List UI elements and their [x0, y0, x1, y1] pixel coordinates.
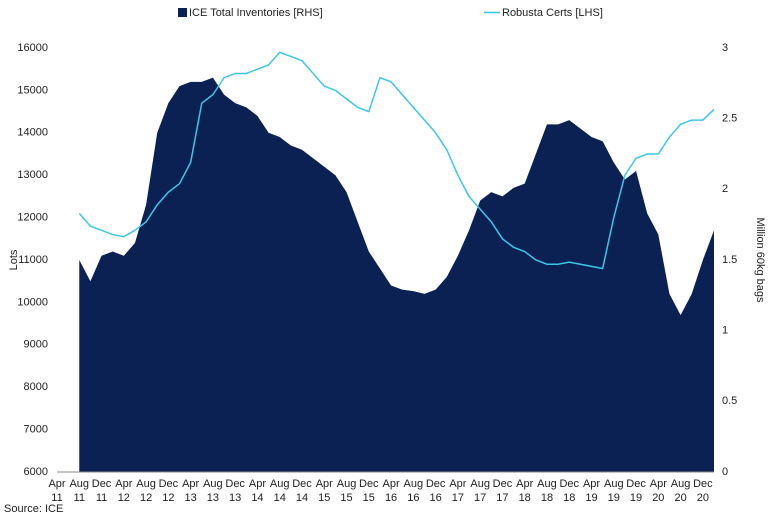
inventory-area: [79, 77, 715, 473]
x-tick-label: Aug 14: [270, 478, 290, 504]
y-tick-label: 16000: [17, 42, 48, 54]
y2-axis-label: Million 60kg bags: [754, 218, 766, 303]
x-tick-label: Aug 17: [470, 478, 490, 504]
x-tick-label: Dec 13: [225, 478, 245, 504]
x-tick-label: Aug 15: [337, 478, 357, 504]
y-tick-label: 10000: [17, 296, 48, 308]
y-tick-label: 8000: [24, 381, 48, 393]
x-tick-label: Aug 16: [404, 478, 424, 504]
legend-swatch: [178, 8, 187, 17]
x-tick-label: Apr 12: [115, 478, 132, 504]
y2-tick-label: 1.5: [722, 254, 737, 266]
x-tick-label: Apr 20: [650, 478, 667, 504]
x-tick-label: Apr 11: [48, 478, 65, 504]
y-axis-label: Lots: [8, 249, 20, 270]
y-tick-label: 12000: [17, 212, 48, 224]
y2-tick-label: 0: [722, 466, 728, 478]
y-tick-label: 14000: [17, 127, 48, 139]
y-tick-label: 9000: [24, 339, 48, 351]
x-tick-label: Apr 19: [583, 478, 600, 504]
y2-tick-label: 3: [722, 42, 728, 54]
certs-line: [78, 51, 715, 270]
x-tick-label: Dec 17: [493, 478, 513, 504]
y-tick-label: 7000: [24, 424, 48, 436]
legend-label: ICE Total Inventories [RHS]: [189, 7, 323, 19]
x-tick-label: Apr 14: [249, 478, 266, 504]
x-tick-label: Aug 13: [203, 478, 223, 504]
y2-tick-label: 0.5: [722, 395, 737, 407]
x-tick-label: Dec 16: [426, 478, 446, 504]
x-tick-label: Aug 19: [604, 478, 624, 504]
x-tick-label: Apr 15: [316, 478, 333, 504]
x-tick-label: Apr 17: [449, 478, 466, 504]
y-tick-label: 11000: [18, 254, 48, 266]
x-tick-label: Aug 12: [136, 478, 156, 504]
legend-label: Robusta Certs [LHS]: [502, 7, 603, 19]
x-tick-label: Aug 20: [671, 478, 691, 504]
x-tick-label: Dec 19: [626, 478, 646, 504]
x-tick-label: Dec 14: [292, 478, 312, 504]
y-tick-label: 15000: [17, 84, 48, 96]
x-tick-label: Aug 18: [537, 478, 557, 504]
y2-tick-label: 2: [722, 183, 728, 195]
x-tick-label: Dec 12: [159, 478, 179, 504]
x-tick-label: Apr 16: [383, 478, 400, 504]
y2-tick-label: 1: [722, 325, 728, 337]
x-tick-label: Dec 15: [359, 478, 379, 504]
x-tick-label: Dec 11: [92, 478, 112, 504]
source: Source: ICE: [4, 503, 63, 515]
x-tick-label: Aug 11: [69, 478, 89, 504]
y-tick-label: 13000: [17, 169, 48, 181]
y2-tick-label: 2.5: [722, 113, 737, 125]
x-tick-label: Apr 18: [516, 478, 533, 504]
y-tick-label: 6000: [24, 466, 48, 478]
x-tick-label: Apr 13: [182, 478, 199, 504]
x-tick-label: Dec 18: [559, 478, 579, 504]
x-tick-label: Dec 20: [693, 478, 713, 504]
